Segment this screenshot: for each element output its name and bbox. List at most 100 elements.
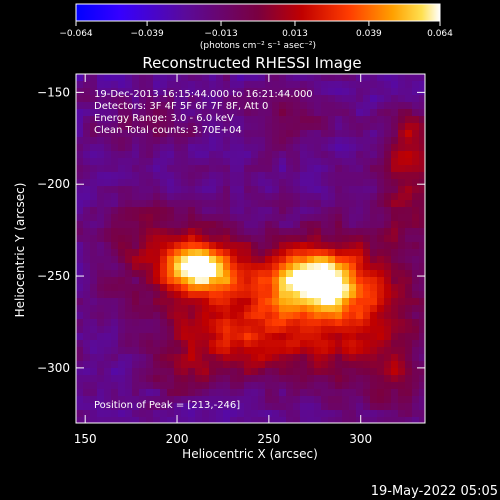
heatmap-cell (97, 249, 105, 257)
heatmap-cell (363, 284, 371, 292)
heatmap-cell (195, 88, 203, 96)
heatmap-cell (314, 368, 322, 376)
heatmap-cell (391, 235, 399, 243)
heatmap-cell (209, 354, 217, 362)
heatmap-cell (111, 375, 119, 383)
heatmap-cell (419, 221, 425, 229)
heatmap-cell (384, 347, 392, 355)
heatmap-cell (76, 193, 84, 201)
heatmap-cell (335, 354, 343, 362)
heatmap-cell (97, 277, 105, 285)
heatmap-cell (314, 340, 322, 348)
heatmap-cell (118, 396, 126, 404)
heatmap-cell (111, 144, 119, 152)
heatmap-cell (146, 291, 154, 299)
heatmap-cell (363, 340, 371, 348)
heatmap-cell (216, 88, 224, 96)
heatmap-cell (342, 263, 350, 271)
heatmap-cell (153, 221, 161, 229)
heatmap-cell (335, 193, 343, 201)
heatmap-cell (209, 347, 217, 355)
heatmap-cell (139, 291, 147, 299)
heatmap-cell (132, 298, 140, 306)
heatmap-cell (391, 270, 399, 278)
heatmap-cell (258, 249, 266, 257)
heatmap-cell (223, 165, 231, 173)
heatmap-cell (328, 179, 336, 187)
heatmap-cell (244, 74, 252, 82)
heatmap-cell (398, 410, 406, 418)
heatmap-cell (286, 263, 294, 271)
heatmap-cell (132, 81, 140, 89)
heatmap-cell (244, 368, 252, 376)
heatmap-cell (132, 200, 140, 208)
heatmap-cell (286, 417, 294, 423)
heatmap-cell (286, 109, 294, 117)
heatmap-cell (244, 347, 252, 355)
heatmap-cell (258, 270, 266, 278)
heatmap-cell (146, 326, 154, 334)
heatmap-cell (363, 116, 371, 124)
heatmap-cell (209, 319, 217, 327)
heatmap-cell (391, 109, 399, 117)
heatmap-cell (118, 200, 126, 208)
heatmap-cell (384, 312, 392, 320)
heatmap-cell (153, 200, 161, 208)
heatmap-cell (272, 396, 280, 404)
heatmap-cell (335, 312, 343, 320)
heatmap-cell (419, 340, 425, 348)
heatmap-cell (419, 172, 425, 180)
heatmap-cell (76, 368, 84, 376)
heatmap-cell (272, 221, 280, 229)
heatmap-cell (370, 109, 378, 117)
heatmap-cell (377, 88, 385, 96)
heatmap-cell (181, 333, 189, 341)
heatmap-cell (321, 144, 329, 152)
heatmap-cell (223, 256, 231, 264)
heatmap-cell (363, 186, 371, 194)
heatmap-cell (391, 368, 399, 376)
heatmap-cell (293, 410, 301, 418)
heatmap-cell (384, 375, 392, 383)
heatmap-cell (363, 214, 371, 222)
heatmap-cell (286, 200, 294, 208)
heatmap-cell (125, 81, 133, 89)
colorbar-tick-label: −0.064 (59, 29, 93, 39)
heatmap-cell (307, 165, 315, 173)
heatmap-cell (293, 172, 301, 180)
heatmap-cell (167, 179, 175, 187)
heatmap-cell (104, 298, 112, 306)
heatmap-cell (384, 200, 392, 208)
heatmap-cell (146, 172, 154, 180)
colorbar: −0.064 −0.039 −0.013 0.013 0.039 0.064 (photo… (59, 3, 453, 51)
heatmap-cell (209, 123, 217, 131)
heatmap-cell (335, 291, 343, 299)
heatmap-cell (90, 130, 98, 138)
heatmap-cell (174, 291, 182, 299)
heatmap-cell (370, 242, 378, 250)
heatmap-cell (237, 74, 245, 82)
heatmap-cell (363, 102, 371, 110)
heatmap-cell (363, 305, 371, 313)
heatmap-cell (258, 410, 266, 418)
heatmap-cell (230, 179, 238, 187)
heatmap-cell (209, 256, 217, 264)
heatmap-cell (90, 137, 98, 145)
heatmap-cell (307, 347, 315, 355)
heatmap-cell (139, 277, 147, 285)
heatmap-cell (412, 298, 420, 306)
heatmap-cell (370, 144, 378, 152)
heatmap-cell (398, 158, 406, 166)
heatmap-cell (405, 228, 413, 236)
heatmap-cell (384, 333, 392, 341)
heatmap-cell (244, 109, 252, 117)
heatmap-cell (251, 256, 259, 264)
heatmap-cell (286, 102, 294, 110)
heatmap-cell (272, 186, 280, 194)
heatmap-cell (279, 165, 287, 173)
heatmap-cell (335, 319, 343, 327)
annotation-clean-counts: Clean Total counts: 3.70E+04 (94, 125, 242, 136)
heatmap-cell (314, 144, 322, 152)
heatmap-cell (132, 109, 140, 117)
heatmap-cell (265, 221, 273, 229)
